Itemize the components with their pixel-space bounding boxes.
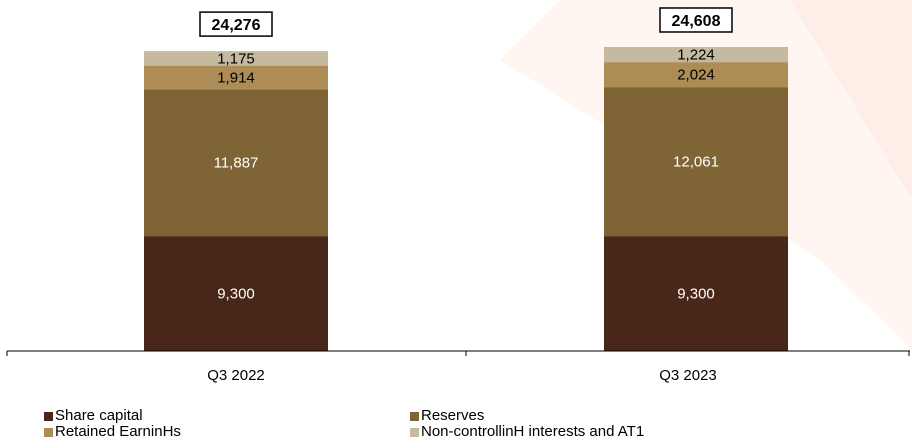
- legend-item-reserves: Reserves: [410, 408, 830, 424]
- total-label: 24,608: [672, 13, 721, 30]
- legend-item-share-capital: Share capital: [44, 408, 410, 424]
- x-tick-label: Q3 2023: [659, 367, 717, 384]
- bar-value-label: 9,300: [217, 286, 255, 303]
- bar-segment-reserves: [604, 87, 788, 237]
- legend-item-non-controlling-interests: Non-controllinH interests and AT1: [410, 424, 830, 440]
- bar-segment-reserves: [144, 89, 328, 237]
- bar-segment-retained-earninhs: [144, 65, 328, 90]
- bar-segment-share-capital: [144, 236, 328, 351]
- bar-value-label: 1,224: [677, 47, 715, 64]
- legend: Share capital Reserves Retained EarninHs…: [44, 408, 830, 440]
- legend-item-retained-earnings: Retained EarninHs: [44, 424, 410, 440]
- bar-value-label: 2,024: [677, 67, 715, 84]
- legend-label: Reserves: [421, 407, 485, 424]
- legend-label: Share capital: [55, 407, 143, 424]
- bar-value-label: 11,887: [214, 155, 259, 172]
- legend-swatch: [410, 427, 419, 437]
- legend-swatch: [44, 411, 53, 421]
- bar-value-label: 12,061: [673, 154, 719, 171]
- bar-segment-share-capital: [604, 236, 788, 351]
- legend-swatch: [410, 411, 419, 421]
- bar-segment-non-controllinh-interests-and-at1: [604, 46, 788, 63]
- bar-segment-non-controllinh-interests-and-at1: [144, 51, 328, 66]
- bar-value-label: 9,300: [677, 286, 715, 303]
- total-box: [199, 11, 273, 37]
- bar-value-label: 1,175: [217, 50, 255, 67]
- total-box: [659, 7, 733, 33]
- legend-label: Non-controllinH interests and AT1: [421, 423, 645, 440]
- x-tick-label: Q3 2022: [207, 367, 265, 384]
- bar-segment-retained-earninhs: [604, 62, 788, 88]
- legend-swatch: [44, 427, 53, 437]
- legend-label: Retained EarninHs: [55, 423, 181, 440]
- bar-value-label: 1,914: [217, 69, 255, 86]
- total-label: 24,276: [212, 17, 261, 34]
